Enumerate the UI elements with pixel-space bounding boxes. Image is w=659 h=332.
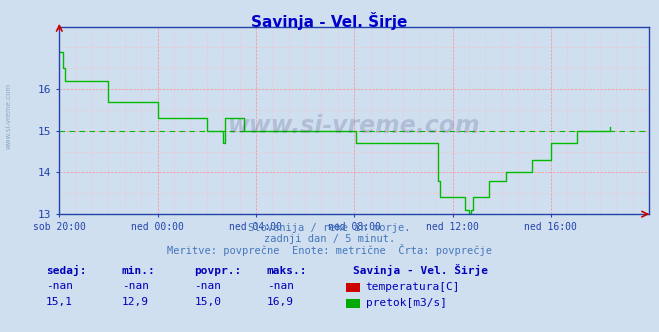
Text: 16,9: 16,9 [267, 297, 294, 307]
Text: Savinja - Vel. Širje: Savinja - Vel. Širje [353, 264, 488, 276]
Text: 12,9: 12,9 [122, 297, 149, 307]
Text: Meritve: povprečne  Enote: metrične  Črta: povprečje: Meritve: povprečne Enote: metrične Črta:… [167, 244, 492, 256]
Text: min.:: min.: [122, 266, 156, 276]
Text: zadnji dan / 5 minut.: zadnji dan / 5 minut. [264, 234, 395, 244]
Text: -nan: -nan [267, 281, 294, 291]
Text: sedaj:: sedaj: [46, 265, 86, 276]
Text: www.si-vreme.com: www.si-vreme.com [228, 114, 480, 138]
Text: 15,0: 15,0 [194, 297, 221, 307]
Text: 15,1: 15,1 [46, 297, 73, 307]
Text: -nan: -nan [46, 281, 73, 291]
Text: Slovenija / reke in morje.: Slovenija / reke in morje. [248, 223, 411, 233]
Text: pretok[m3/s]: pretok[m3/s] [366, 298, 447, 308]
Text: temperatura[C]: temperatura[C] [366, 282, 460, 292]
Text: povpr.:: povpr.: [194, 266, 242, 276]
Text: -nan: -nan [122, 281, 149, 291]
Text: Savinja - Vel. Širje: Savinja - Vel. Širje [251, 12, 408, 30]
Text: -nan: -nan [194, 281, 221, 291]
Text: maks.:: maks.: [267, 266, 307, 276]
Text: www.si-vreme.com: www.si-vreme.com [5, 83, 12, 149]
